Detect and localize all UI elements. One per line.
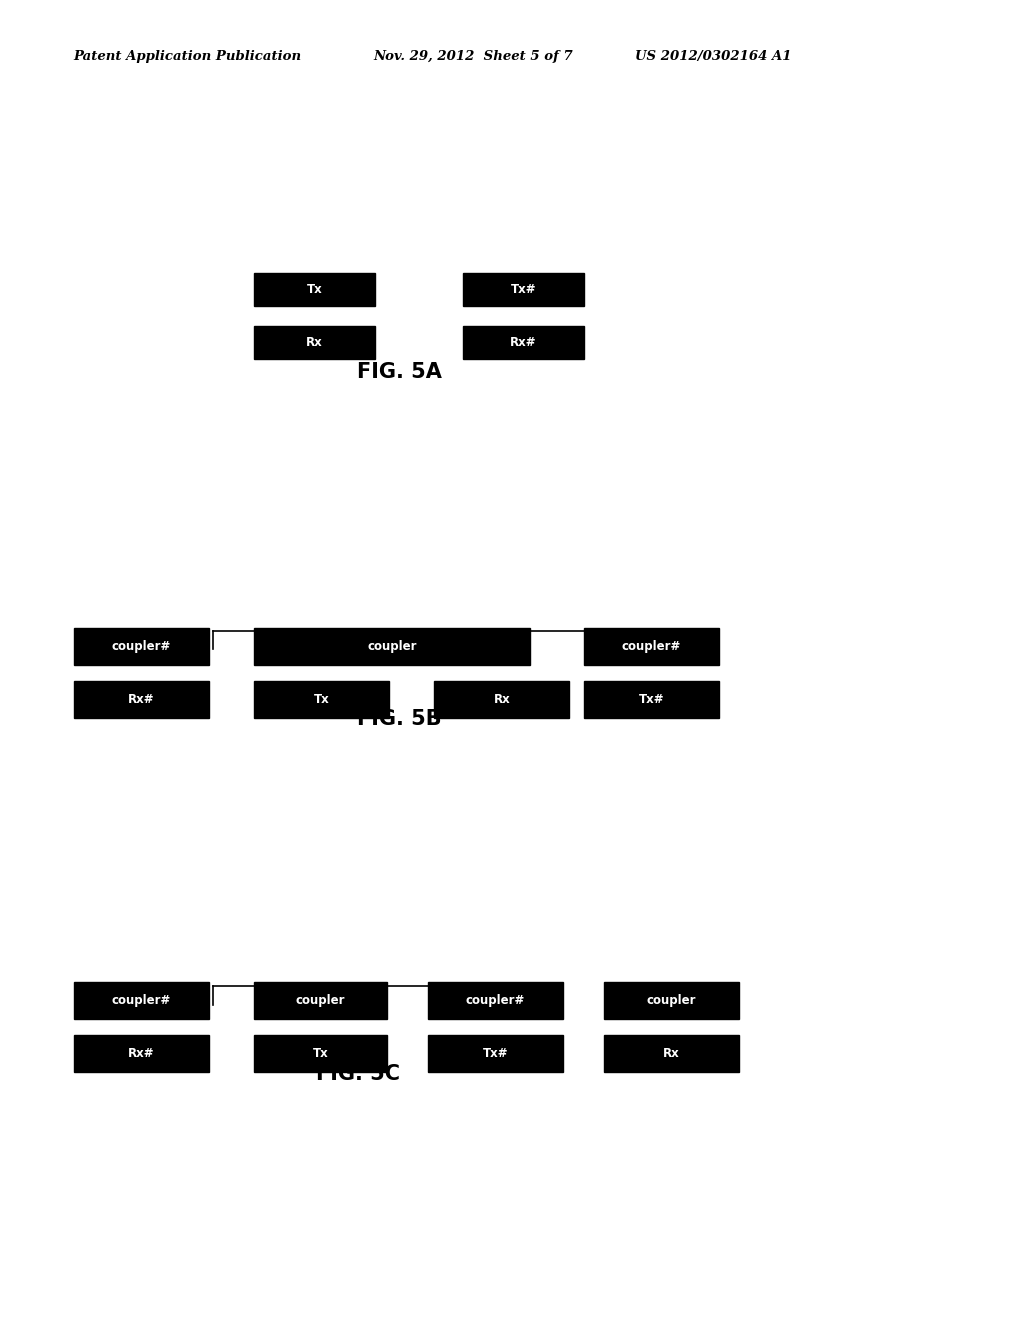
Text: FIG. 5C: FIG. 5C [316, 1064, 400, 1085]
Text: Tx: Tx [313, 693, 330, 706]
Text: Tx: Tx [306, 284, 323, 296]
Bar [74, 681, 209, 718]
Bar [254, 982, 387, 1019]
Bar [434, 681, 569, 718]
Text: Rx: Rx [306, 337, 323, 348]
Text: Rx#: Rx# [128, 1047, 155, 1060]
Text: Patent Application Publication: Patent Application Publication [74, 50, 302, 63]
Bar [254, 273, 375, 306]
Bar [254, 628, 530, 665]
Text: Tx: Tx [312, 1047, 329, 1060]
Bar [254, 326, 375, 359]
Text: US 2012/0302164 A1: US 2012/0302164 A1 [635, 50, 792, 63]
Text: coupler#: coupler# [112, 640, 171, 653]
Text: Rx: Rx [664, 1047, 680, 1060]
Text: coupler: coupler [368, 640, 417, 653]
Text: Rx#: Rx# [510, 337, 537, 348]
Text: Nov. 29, 2012  Sheet 5 of 7: Nov. 29, 2012 Sheet 5 of 7 [374, 50, 573, 63]
Bar [428, 1035, 563, 1072]
Text: coupler: coupler [647, 994, 696, 1007]
Bar [463, 273, 584, 306]
Bar [74, 1035, 209, 1072]
Text: FIG. 5B: FIG. 5B [357, 709, 441, 730]
Bar [584, 628, 719, 665]
Bar [254, 1035, 387, 1072]
Bar [74, 628, 209, 665]
Bar [604, 1035, 739, 1072]
Bar [604, 982, 739, 1019]
Text: coupler: coupler [296, 994, 345, 1007]
Text: Tx#: Tx# [639, 693, 664, 706]
Text: Tx#: Tx# [511, 284, 536, 296]
Bar [74, 982, 209, 1019]
Text: Rx#: Rx# [128, 693, 155, 706]
Text: coupler#: coupler# [466, 994, 525, 1007]
Bar [428, 982, 563, 1019]
Text: Tx#: Tx# [483, 1047, 508, 1060]
Text: Rx: Rx [494, 693, 510, 706]
Bar [463, 326, 584, 359]
Bar [254, 681, 389, 718]
Bar [584, 681, 719, 718]
Text: FIG. 5A: FIG. 5A [357, 362, 441, 383]
Text: coupler#: coupler# [112, 994, 171, 1007]
Text: coupler#: coupler# [622, 640, 681, 653]
